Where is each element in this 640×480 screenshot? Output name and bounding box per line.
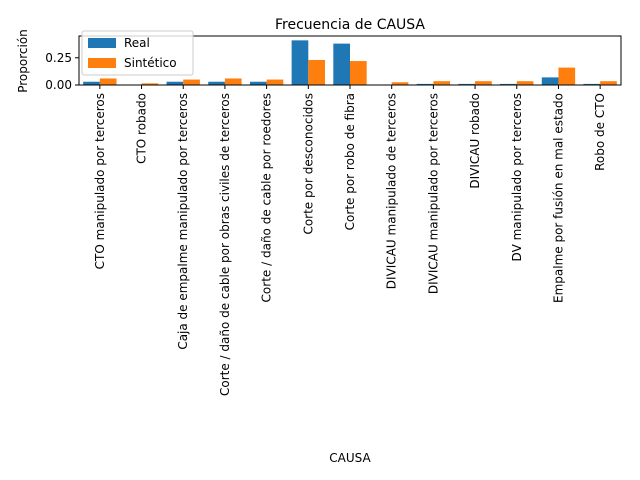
bar-sintetico-1 (141, 83, 159, 85)
bar-real-6 (333, 43, 350, 85)
x-tick-label: DIVICAU manipulado por terceros (426, 93, 440, 294)
bar-sintetico-4 (266, 79, 284, 85)
bar-sintetico-11 (558, 67, 576, 85)
bar-real-4 (249, 81, 267, 85)
x-tick-label: Empalme por fusión en mal estado (551, 93, 565, 303)
bar-sintetico-10 (516, 81, 534, 85)
x-tick-label: Corte / daño de cable por roedores (260, 93, 274, 302)
y-tick-label: 0.25 (45, 51, 72, 65)
bar-real-0 (83, 81, 100, 85)
bar-real-11 (541, 77, 559, 85)
bar-sintetico-5 (308, 59, 325, 85)
legend: Real Sintético (81, 30, 194, 76)
legend-swatch-sintetico (88, 58, 116, 68)
bar-real-8 (416, 83, 434, 85)
bar-sintetico-7 (391, 82, 409, 85)
bar-real-10 (500, 83, 517, 85)
bar-real-12 (583, 83, 601, 85)
bar-real-2 (166, 81, 184, 85)
legend-swatch-real (88, 38, 116, 48)
x-tick-label: DIVICAU manipulado de terceros (385, 93, 399, 289)
bar-real-9 (458, 83, 476, 85)
x-axis-label: CAUSA (329, 451, 371, 465)
x-tick-label: CTO manipulado por terceros (93, 93, 107, 269)
legend-label-sintetico: Sintético (124, 56, 177, 70)
bar-sintetico-8 (433, 81, 451, 85)
x-axis-ticks: CTO manipulado por terceros CTO robado Caj… (93, 85, 607, 396)
bar-sintetico-3 (224, 78, 242, 85)
x-tick-label: Corte / daño de cable por obras civiles … (218, 93, 232, 396)
y-axis-label: Proporción (16, 29, 30, 93)
x-tick-label: Robo de CTO (593, 93, 607, 171)
y-tick-label: 0.00 (45, 78, 72, 92)
bar-sintetico-0 (99, 78, 117, 85)
chart-title: Frecuencia de CAUSA (275, 17, 425, 33)
bars-group (83, 40, 617, 85)
x-tick-label: DIVICAU robado (468, 93, 482, 189)
y-axis-ticks: 0.00 0.25 (45, 51, 79, 92)
bar-real-3 (208, 81, 225, 85)
x-tick-label: Corte por desconocidos (301, 93, 315, 235)
x-tick-label: CTO robado (135, 93, 149, 164)
bar-sintetico-6 (350, 61, 367, 85)
x-tick-label: Caja de empalme manipulado por terceros (176, 93, 190, 350)
bar-sintetico-12 (600, 81, 617, 85)
bar-sintetico-9 (475, 81, 492, 85)
x-tick-label: Corte por robo de fibra (343, 93, 357, 230)
legend-label-real: Real (124, 36, 150, 50)
bar-real-5 (291, 40, 309, 85)
bar-sintetico-2 (183, 79, 200, 85)
x-tick-label: DV manipulado por terceros (510, 93, 524, 261)
